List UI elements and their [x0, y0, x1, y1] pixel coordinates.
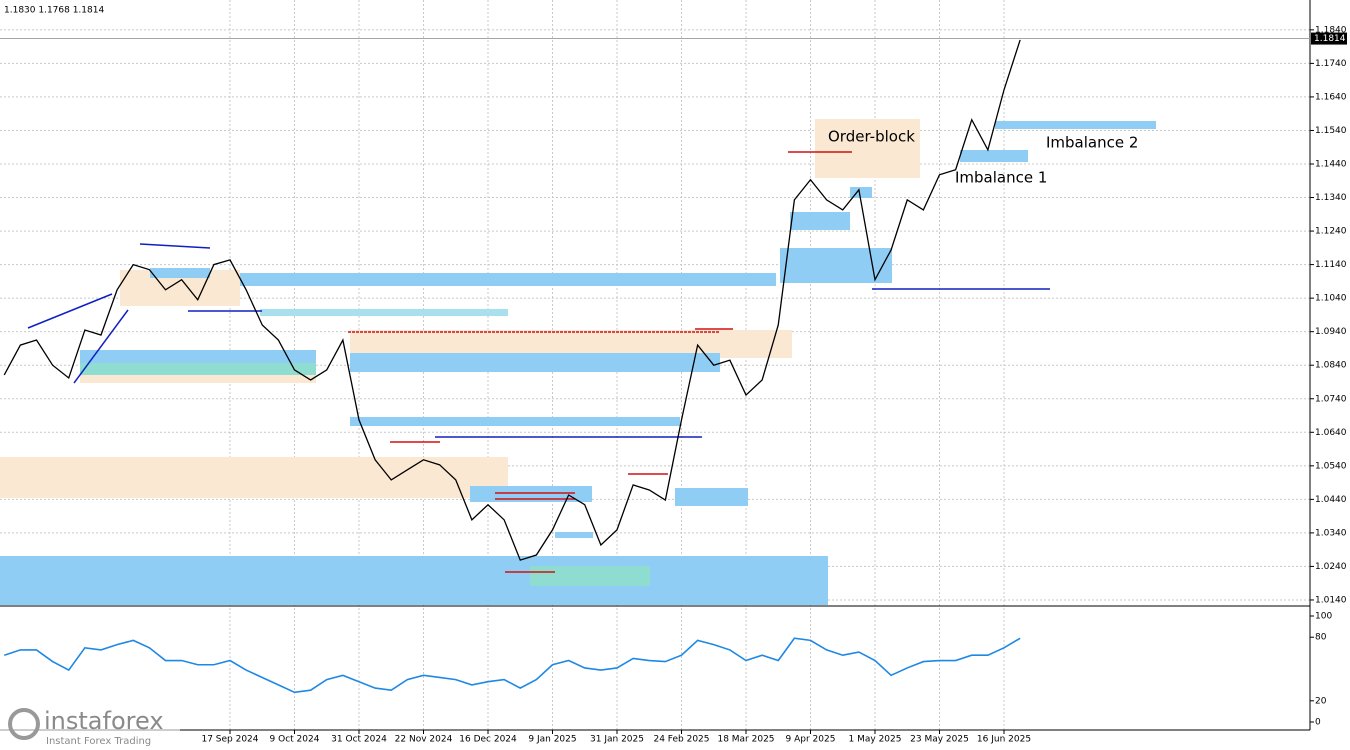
imbalance-zone [780, 248, 892, 283]
imbalance-zone [350, 353, 720, 372]
imbalance-zone [675, 488, 748, 506]
y-tick-label: 1.1840 [1315, 25, 1347, 35]
imbalance-zone [850, 187, 872, 198]
imbalance-zone [0, 556, 828, 605]
x-tick-label: 22 Nov 2024 [395, 735, 453, 745]
annotation: Imbalance 1 [955, 169, 1047, 187]
y-tick-label: 1.1740 [1315, 59, 1347, 69]
y-tick-label: 100 [1315, 612, 1332, 622]
y-tick-label: 1.0140 [1315, 595, 1347, 605]
ohlc-header: 1.1830 1.1768 1.1814 [4, 6, 104, 16]
y-tick-label: 20 [1315, 696, 1327, 706]
x-tick-label: 31 Oct 2024 [331, 735, 387, 745]
y-tick-label: 1.0740 [1315, 394, 1347, 404]
imbalance-zone [790, 212, 850, 230]
trend-line [27, 293, 113, 329]
y-tick-label: 1.0840 [1315, 361, 1347, 371]
x-tick-label: 16 Dec 2024 [459, 735, 517, 745]
y-tick-label: 1.0440 [1315, 495, 1347, 505]
y-tick-label: 1.0640 [1315, 428, 1347, 438]
imbalance-zone [470, 486, 592, 502]
y-tick-label: 1.1040 [1315, 294, 1347, 304]
zones [0, 119, 1156, 605]
x-tick-label: 18 Mar 2025 [717, 735, 774, 745]
x-tick-label: 31 Jan 2025 [590, 735, 644, 745]
y-tick-label: 1.1240 [1315, 227, 1347, 237]
imbalance-zone [555, 532, 593, 538]
y-tick-label: 1.1640 [1315, 92, 1347, 102]
last-price-label: 1.1814 [1314, 34, 1346, 44]
x-tick-label: 16 Jun 2025 [977, 735, 1031, 745]
x-tick-label: 17 Sep 2024 [201, 735, 258, 745]
x-tick-label: 24 Feb 2025 [653, 735, 709, 745]
imbalance-zone [960, 150, 1028, 162]
y-tick-label: 1.1540 [1315, 126, 1347, 136]
y-tick-label: 1.1140 [1315, 260, 1347, 270]
x-tick-label: 23 May 2025 [910, 735, 969, 745]
imbalance-zone [80, 350, 316, 365]
imbalance-zone [350, 417, 680, 426]
x-tick-label: 1 May 2025 [849, 735, 902, 745]
watermark-subtitle: Instant Forex Trading [46, 736, 151, 747]
levels [27, 151, 1050, 573]
y-tick-label: 80 [1315, 633, 1327, 643]
y-tick-label: 1.0340 [1315, 528, 1347, 538]
annotation: Order-block [828, 128, 915, 146]
order-block-zone [0, 457, 508, 498]
x-tick-label: 9 Apr 2025 [786, 735, 836, 745]
imbalance-zone [80, 363, 316, 375]
x-tick-label: 9 Oct 2024 [270, 735, 320, 745]
imbalance-zone [260, 309, 508, 316]
trend-line [139, 243, 211, 249]
annotation: Imbalance 2 [1046, 134, 1138, 152]
watermark: instaforex [44, 707, 164, 735]
y-tick-label: 1.1340 [1315, 193, 1347, 203]
y-tick-label: 1.1440 [1315, 159, 1347, 169]
watermark-logo [8, 708, 40, 740]
imbalance-zone [240, 273, 776, 286]
imbalance-zone [530, 566, 650, 586]
x-tick-label: 9 Jan 2025 [528, 735, 576, 745]
indicator-line [4, 637, 1021, 694]
y-tick-label: 0 [1315, 718, 1321, 728]
imbalance-zone [995, 121, 1156, 129]
y-tick-label: 1.0540 [1315, 461, 1347, 471]
y-tick-label: 1.0940 [1315, 327, 1347, 337]
last-price-box [1311, 32, 1347, 45]
price-line [3, 39, 1021, 561]
y-tick-label: 1.0240 [1315, 562, 1347, 572]
order-block-zone [815, 119, 920, 178]
imbalance-zone [150, 268, 210, 278]
trend-line [73, 309, 129, 384]
